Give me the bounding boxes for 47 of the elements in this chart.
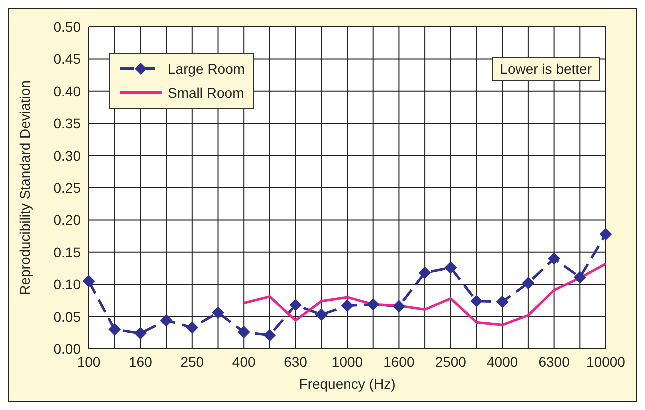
point (83, 275, 95, 288)
x-tick-label: 6300 (538, 354, 570, 370)
legend-label: Small Room (168, 84, 244, 103)
x-tick-label: 250 (180, 354, 204, 370)
point (496, 296, 509, 308)
point (522, 277, 534, 290)
point (367, 298, 380, 311)
x-tick-label: 400 (232, 354, 256, 370)
point (212, 306, 224, 319)
point (264, 329, 276, 342)
point (316, 308, 328, 321)
point (238, 326, 250, 338)
x-tick-label: 10000 (586, 354, 626, 370)
x-tick-label: 1600 (384, 354, 415, 370)
x-tick-label: 2500 (435, 354, 467, 370)
y-tick-label: 0.05 (54, 308, 82, 325)
point (393, 300, 406, 312)
y-tick-label: 0.40 (54, 83, 82, 100)
line-series (242, 262, 608, 326)
point (444, 262, 457, 274)
point (108, 324, 121, 336)
x-tick-label: 630 (284, 354, 308, 370)
x-tick-label: 4000 (487, 354, 518, 370)
point (342, 300, 354, 312)
point (470, 295, 483, 308)
point (419, 267, 432, 280)
point (160, 314, 173, 327)
point (186, 322, 198, 334)
point (548, 252, 560, 265)
y-tick-label: 0.25 (54, 180, 82, 196)
annotation: Lower is better (492, 57, 600, 81)
y-tick-label: 0.20 (54, 212, 82, 228)
x-tick-label: 160 (129, 354, 153, 370)
point (290, 299, 302, 312)
x-axis-title: Frequency (Hz) (299, 376, 396, 392)
x-tick-label: 1000 (332, 354, 364, 370)
y-tick-label: 0.45 (54, 51, 82, 68)
y-tick-label: 0.30 (54, 148, 82, 164)
y-tick-label: 0.35 (54, 116, 82, 132)
y-tick-label: 0.50 (54, 18, 82, 35)
point (600, 228, 612, 240)
point (574, 272, 586, 284)
y-tick-label: 0.15 (54, 244, 82, 260)
y-axis-title: Reproducibility Standard Deviation (16, 80, 33, 296)
legend-label: Large Room (168, 60, 246, 79)
point (134, 328, 147, 340)
y-tick-label: 0.10 (54, 276, 82, 293)
